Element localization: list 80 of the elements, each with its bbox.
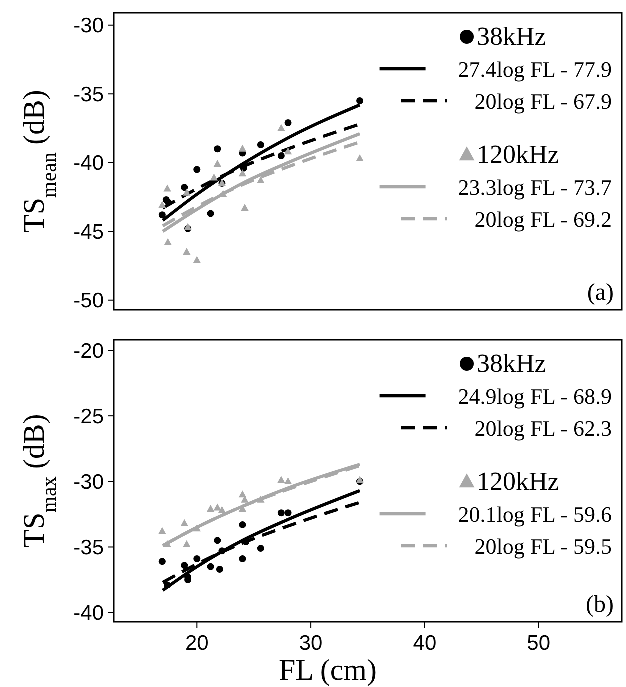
point <box>257 545 264 552</box>
point <box>164 184 172 192</box>
x-tick-label: 50 <box>527 632 551 655</box>
point <box>214 537 222 544</box>
point <box>238 490 247 498</box>
point <box>181 184 188 192</box>
y-tick-label: -35 <box>74 83 104 106</box>
point <box>183 540 191 548</box>
point <box>284 510 292 517</box>
annotation: (a) <box>587 280 614 306</box>
y-tick-label: -40 <box>74 602 104 626</box>
point <box>284 148 292 155</box>
point <box>278 476 286 484</box>
point <box>158 212 166 219</box>
point <box>356 154 364 162</box>
point <box>207 563 214 570</box>
point <box>239 521 246 528</box>
point <box>194 166 201 174</box>
point <box>218 506 226 514</box>
x-tick-label: 40 <box>413 632 437 655</box>
point <box>278 510 285 517</box>
point <box>356 98 364 104</box>
point <box>278 152 285 160</box>
point <box>207 210 214 218</box>
point <box>158 201 166 208</box>
point <box>183 248 191 256</box>
legend-label: 20.1log FL - 59.6 <box>458 502 612 527</box>
point <box>158 527 166 534</box>
legend-label: 24.9log FL - 68.9 <box>458 384 612 409</box>
point <box>158 558 166 566</box>
legend-label: 120kHz <box>477 140 560 169</box>
y-tick-label: -35 <box>74 536 104 560</box>
point <box>214 160 222 168</box>
point <box>257 142 264 148</box>
point <box>241 204 249 212</box>
point <box>238 170 247 177</box>
point <box>238 144 247 152</box>
y-tick-label: -45 <box>74 220 104 244</box>
point <box>193 524 201 532</box>
legend-label: 120kHz <box>477 467 560 496</box>
point <box>218 548 226 555</box>
line-series <box>161 489 362 592</box>
y-tick-label: -30 <box>74 14 104 38</box>
point <box>164 540 172 548</box>
point <box>257 176 265 184</box>
point <box>239 556 246 563</box>
point <box>164 238 172 246</box>
point <box>216 566 224 574</box>
point <box>183 188 191 196</box>
y-tick-label: -25 <box>74 405 104 428</box>
x-tick-label: 20 <box>185 632 209 655</box>
y-tick-label: -20 <box>74 340 104 363</box>
y-tick-label: -30 <box>74 471 104 494</box>
point <box>193 256 201 264</box>
legend-label: 20log FL - 59.5 <box>474 534 612 559</box>
point <box>214 504 222 511</box>
y-tick-label: -50 <box>74 290 104 313</box>
point <box>214 146 222 153</box>
legend-label: 20log FL - 69.2 <box>474 207 612 232</box>
x-tick-label: 30 <box>299 632 323 655</box>
point <box>194 556 201 563</box>
point <box>181 562 188 570</box>
x-axis-title: FL (cm) <box>278 654 378 687</box>
point <box>257 496 265 503</box>
point <box>278 124 286 132</box>
point <box>284 477 292 484</box>
point <box>180 519 188 526</box>
annotation: (b) <box>586 592 614 618</box>
point <box>165 199 172 206</box>
legend-label: 20log FL - 67.9 <box>474 89 612 114</box>
point <box>206 505 215 512</box>
legend-label: 23.3log FL - 73.7 <box>458 175 612 200</box>
point <box>284 120 292 126</box>
legend-label: 20log FL - 62.3 <box>474 416 612 441</box>
point <box>210 174 218 181</box>
point <box>164 582 172 589</box>
legend-label: 38kHz <box>477 349 546 378</box>
y-tick-label: -40 <box>74 152 104 176</box>
legend-label: 38kHz <box>477 22 546 51</box>
legend-label: 27.4log FL - 77.9 <box>458 57 612 82</box>
